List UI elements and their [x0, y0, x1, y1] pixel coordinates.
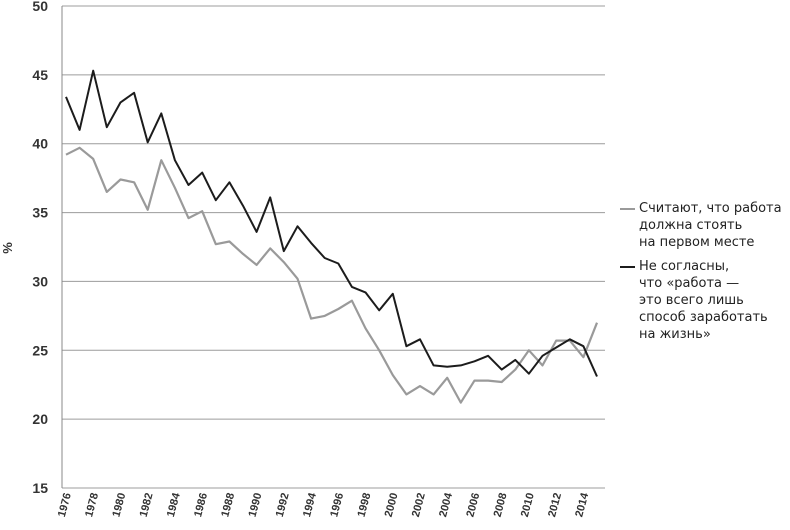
x-tick-label: 2002: [410, 492, 428, 519]
x-tick-label: 1998: [356, 492, 374, 519]
y-tick-label: 40: [32, 136, 48, 152]
x-tick-label: 1980: [110, 492, 128, 519]
series-line-work-first: [65, 146, 599, 404]
y-tick-label: 50: [32, 0, 48, 14]
series-line-disagree: [65, 69, 598, 377]
x-tick-label: 1978: [83, 492, 101, 519]
x-tick-label: 1976: [56, 492, 74, 519]
legend-label: Не согласны, что «работа — это всего лиш…: [639, 259, 768, 342]
x-tick-label: 1992: [274, 492, 292, 519]
x-tick-label: 1996: [328, 492, 346, 519]
y-tick-label: 25: [32, 342, 48, 358]
legend-swatch-black: [620, 266, 635, 268]
y-axis-label: %: [0, 242, 15, 254]
x-tick-label: 2008: [492, 492, 510, 519]
legend-label: Считают, что работа должна стоять на пер…: [639, 201, 782, 250]
legend: Считают, что работа должна стоять на пер…: [620, 200, 790, 350]
x-tick-label: 1988: [219, 492, 237, 519]
x-tick-label: 1986: [192, 492, 210, 519]
legend-item-work-first: Считают, что работа должна стоять на пер…: [620, 200, 790, 251]
legend-swatch-gray: [620, 208, 635, 210]
x-tick-label: 2000: [383, 492, 401, 519]
x-tick-label: 2012: [546, 492, 564, 519]
x-tick-label: 1990: [247, 492, 265, 519]
x-tick-label: 1994: [301, 491, 319, 519]
x-tick-label: 1984: [165, 491, 183, 519]
y-tick-label: 20: [32, 411, 48, 427]
x-tick-label: 2014: [573, 491, 591, 519]
x-tick-label: 2010: [519, 492, 537, 519]
x-tick-label: 1982: [138, 492, 156, 519]
series-lines: [65, 69, 599, 404]
gridlines: [61, 5, 605, 489]
x-tick-label: 2004: [437, 491, 455, 519]
legend-item-disagree: Не согласны, что «работа — это всего лиш…: [620, 258, 790, 343]
y-tick-label: 30: [32, 273, 48, 289]
x-tick-label: 2006: [464, 492, 482, 519]
y-tick-label: 45: [32, 67, 48, 83]
y-axis-ticks: 15 20 25 30 35 40 45 50: [32, 0, 48, 496]
x-axis-ticks: 1976 1978 1980 1982 1984 1986 1988 1990 1992 1994…: [56, 491, 592, 519]
y-tick-label: 15: [32, 480, 48, 496]
y-tick-label: 35: [32, 205, 48, 221]
